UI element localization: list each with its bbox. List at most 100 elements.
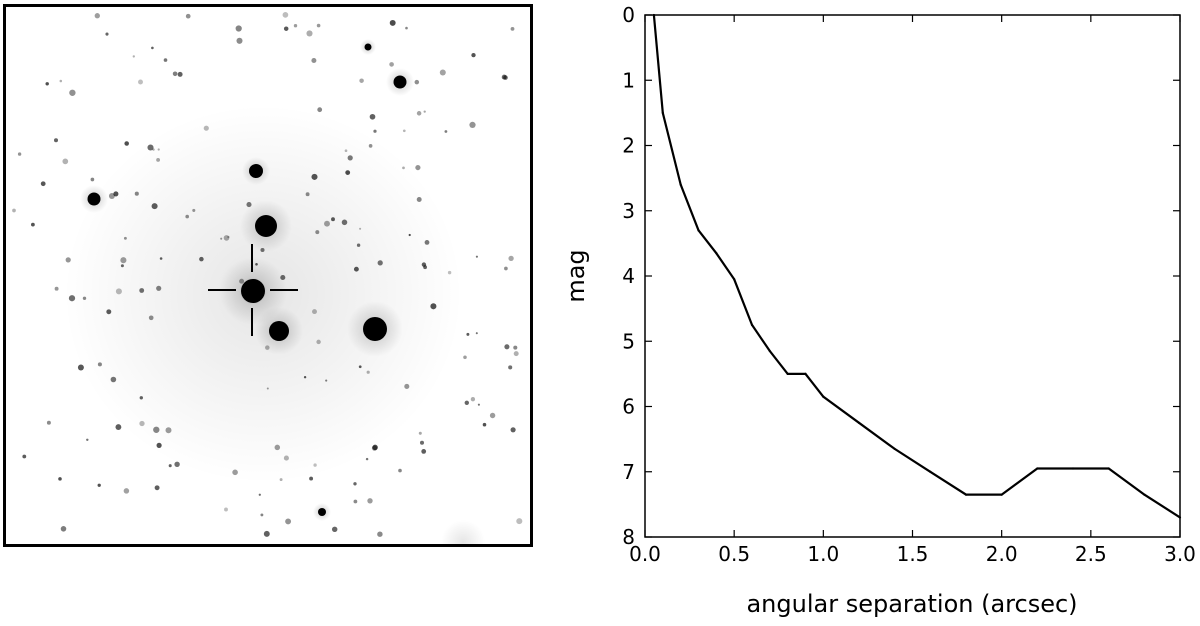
faint-star [123,488,130,494]
faint-star [347,155,353,161]
faint-star [353,266,359,272]
faint-star [508,365,513,370]
x-axis: 0.0 0.5 1.0 1.5 2.0 2.5 3.0 [629,15,1196,566]
faint-star [31,222,35,227]
faint-star [315,230,320,235]
data-point [697,229,700,232]
faint-star [471,52,476,58]
data-point [804,372,807,375]
faint-star [40,181,46,187]
faint-star [408,233,411,237]
faint-star [22,454,27,459]
faint-star [177,71,183,77]
faint-star [353,482,357,486]
y-tick-label: 6 [622,395,635,419]
faint-star [475,255,478,258]
faint-star [504,266,508,271]
data-point [857,421,861,424]
faint-star [513,345,518,350]
y-tick-label: 2 [622,134,635,158]
data-point [1143,493,1146,496]
faint-star [94,13,100,19]
faint-star [356,243,361,247]
faint-star [504,344,510,350]
y-tick-label: 1 [622,68,635,92]
faint-star [199,256,204,262]
faint-star [306,30,313,37]
faint-star [482,422,487,427]
y-tick-label: 5 [622,329,635,353]
faint-star [331,526,338,533]
faint-star [120,257,127,264]
faint-star [414,79,420,85]
data-point [679,183,682,186]
faint-star [139,396,143,400]
faint-star [470,397,476,402]
faint-star [110,376,117,383]
contrast-chart: 0.0 0.5 1.0 1.5 2.0 2.5 3.0 0 1 2 3 4 5 6 7 8 angular … [540,0,1200,622]
faint-star [367,498,373,504]
series-points [652,13,1182,519]
faint-star [466,332,470,336]
faint-star [430,303,437,310]
faint-star [46,420,51,425]
chart-svg: 0.0 0.5 1.0 1.5 2.0 2.5 3.0 0 1 2 3 4 5 6 7 8 angular … [562,3,1196,618]
faint-star [236,37,243,44]
faint-star [359,227,362,230]
faint-star [516,518,523,525]
data-point [964,493,968,496]
faint-star [151,46,154,50]
faint-star [168,464,172,468]
faint-star [283,26,289,31]
faint-star [156,285,162,291]
data-point [733,278,736,281]
faint-star [377,260,383,266]
data-point [929,470,932,473]
faint-star [105,32,109,36]
faint-star [464,400,469,405]
faint-star [58,477,62,481]
faint-star [258,493,261,496]
faint-star [139,288,145,293]
faint-star [419,440,425,445]
faint-star [311,173,318,180]
faint-star [447,270,452,275]
data-point [661,111,664,114]
faint-star [359,78,364,83]
faint-star [501,74,507,80]
faint-star [165,427,172,434]
faint-star [151,203,158,210]
x-tick-label: 1.0 [807,542,839,566]
faint-star [223,235,230,241]
faint-star [68,295,76,302]
faint-star [477,403,480,406]
faint-star [159,257,163,260]
faint-star [402,129,406,133]
faint-star [369,113,376,120]
faint-star [69,89,76,96]
x-tick-label: 3.0 [1164,542,1196,566]
faint-star [398,468,402,473]
y-tick-label: 3 [622,199,635,223]
faint-star [463,355,467,360]
faint-star [156,157,161,162]
faint-star [344,149,348,153]
faint-star [311,57,317,64]
faint-star [316,23,321,28]
faint-star [402,166,405,170]
x-tick-label: 0.0 [629,542,661,566]
faint-star [312,309,317,315]
faint-star [368,144,373,148]
faint-star [157,148,160,151]
faint-star [469,121,476,129]
faint-star [510,26,515,31]
data-point [652,13,656,17]
x-tick-label: 2.5 [1075,542,1107,566]
faint-star [115,288,122,295]
faint-star [139,420,145,427]
x-tick-label: 0.5 [718,542,750,566]
faint-star [138,79,143,85]
faint-star [418,431,422,435]
faint-star [17,152,22,156]
faint-star [192,208,196,212]
